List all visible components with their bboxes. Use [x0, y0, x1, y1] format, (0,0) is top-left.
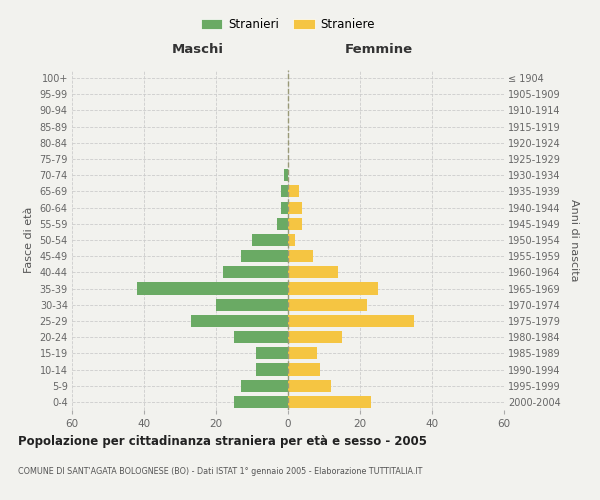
- Bar: [288, 266, 338, 278]
- Bar: [288, 380, 331, 392]
- Bar: [191, 315, 288, 327]
- Bar: [288, 331, 342, 343]
- Bar: [284, 169, 288, 181]
- Text: Popolazione per cittadinanza straniera per età e sesso - 2005: Popolazione per cittadinanza straniera p…: [18, 435, 427, 448]
- Bar: [256, 348, 288, 360]
- Bar: [281, 202, 288, 213]
- Bar: [281, 186, 288, 198]
- Bar: [137, 282, 288, 294]
- Bar: [288, 186, 299, 198]
- Bar: [256, 364, 288, 376]
- Bar: [234, 331, 288, 343]
- Bar: [288, 202, 302, 213]
- Text: COMUNE DI SANT'AGATA BOLOGNESE (BO) - Dati ISTAT 1° gennaio 2005 - Elaborazione : COMUNE DI SANT'AGATA BOLOGNESE (BO) - Da…: [18, 468, 422, 476]
- Bar: [288, 348, 317, 360]
- Bar: [288, 218, 302, 230]
- Legend: Stranieri, Straniere: Stranieri, Straniere: [197, 14, 379, 35]
- Y-axis label: Fasce di età: Fasce di età: [24, 207, 34, 273]
- Y-axis label: Anni di nascita: Anni di nascita: [569, 198, 580, 281]
- Bar: [241, 250, 288, 262]
- Bar: [288, 315, 414, 327]
- Text: Femmine: Femmine: [344, 44, 413, 57]
- Bar: [288, 396, 371, 408]
- Bar: [288, 282, 378, 294]
- Bar: [277, 218, 288, 230]
- Text: Maschi: Maschi: [171, 44, 223, 57]
- Bar: [241, 380, 288, 392]
- Bar: [288, 298, 367, 311]
- Bar: [223, 266, 288, 278]
- Bar: [288, 364, 320, 376]
- Bar: [288, 250, 313, 262]
- Bar: [288, 234, 295, 246]
- Bar: [216, 298, 288, 311]
- Bar: [234, 396, 288, 408]
- Bar: [252, 234, 288, 246]
